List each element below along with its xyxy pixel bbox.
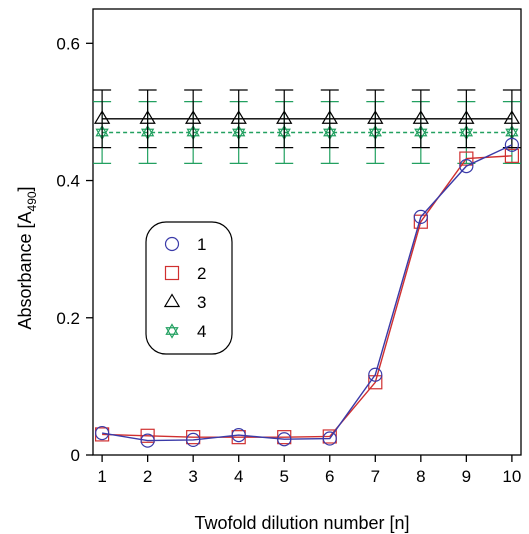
data-point: [277, 432, 292, 447]
data-point: [367, 110, 384, 124]
data-point: [459, 151, 474, 166]
data-point: [95, 425, 110, 441]
legend-marker: [164, 265, 180, 281]
series-1: [95, 137, 519, 448]
x-tick-label: 8: [416, 467, 425, 486]
y-tick-label: 0.6: [56, 34, 80, 53]
legend-label: 1: [197, 235, 206, 254]
data-point: [230, 110, 247, 124]
data-point: [412, 110, 430, 124]
data-point: [504, 137, 519, 152]
y-axis-title-subscript: 490: [25, 191, 39, 211]
y-axis-title-main: Absorbance [A: [15, 211, 35, 329]
data-point: [459, 159, 474, 174]
data-point: [503, 110, 521, 124]
data-point: [140, 428, 155, 443]
x-tick-label: 2: [143, 467, 152, 486]
data-point: [413, 214, 428, 229]
legend-box: [145, 221, 233, 355]
x-tick-label: 4: [234, 467, 243, 486]
star-part: [165, 327, 179, 339]
svg-text:Absorbance [A490]: Absorbance [A490]: [15, 186, 39, 329]
data-point: [321, 110, 338, 124]
data-point: [93, 110, 111, 124]
data-point: [368, 367, 383, 382]
legend-item-4: 4: [165, 322, 206, 341]
x-tick-label: 5: [279, 467, 288, 486]
x-tick-label: 10: [502, 467, 521, 486]
data-point: [139, 110, 156, 124]
data-point: [504, 148, 519, 163]
y-axis-title-close: ]: [15, 186, 35, 191]
data-point: [322, 431, 337, 446]
x-tick-label: 6: [325, 467, 334, 486]
x-axis-title: Twofold dilution number [n]: [194, 513, 409, 533]
data-point: [186, 432, 201, 448]
series-3: [93, 89, 521, 149]
y-axis-title: Absorbance [A490]: [15, 186, 39, 329]
legend-marker: [165, 323, 179, 339]
series-line: [102, 155, 512, 438]
legend-item-1: 1: [164, 235, 206, 254]
data-point: [140, 433, 155, 448]
legend-marker: [163, 293, 181, 308]
y-tick-label: 0.2: [56, 309, 80, 328]
data-point: [458, 110, 475, 124]
plot-frame: [92, 8, 522, 456]
y-tick-label: 0: [71, 446, 80, 465]
legend: 1 2 3 4: [145, 221, 233, 355]
star-part: [165, 323, 179, 335]
legend-item-3: 3: [163, 293, 206, 312]
series-line: [101, 144, 513, 442]
x-tick-label: 1: [97, 467, 106, 486]
plot-area: 1 2 3 4 5 6 7 8 9 10 0 0.2 0.4 0.6 1 2 3 4: [56, 8, 522, 486]
data-point: [413, 209, 428, 225]
data-point: [184, 110, 202, 124]
data-point: [276, 110, 293, 124]
x-tick-label: 3: [188, 467, 197, 486]
legend-item-2: 2: [164, 264, 206, 283]
x-tick-label: 9: [462, 467, 471, 486]
legend-marker: [164, 236, 180, 252]
legend-label: 4: [197, 322, 206, 341]
y-tick-label: 0.4: [56, 172, 80, 191]
series-4: [93, 101, 521, 164]
legend-label: 3: [197, 293, 206, 312]
x-tick-label: 7: [371, 467, 380, 486]
data-point: [231, 428, 246, 443]
legend-label: 2: [197, 264, 206, 283]
